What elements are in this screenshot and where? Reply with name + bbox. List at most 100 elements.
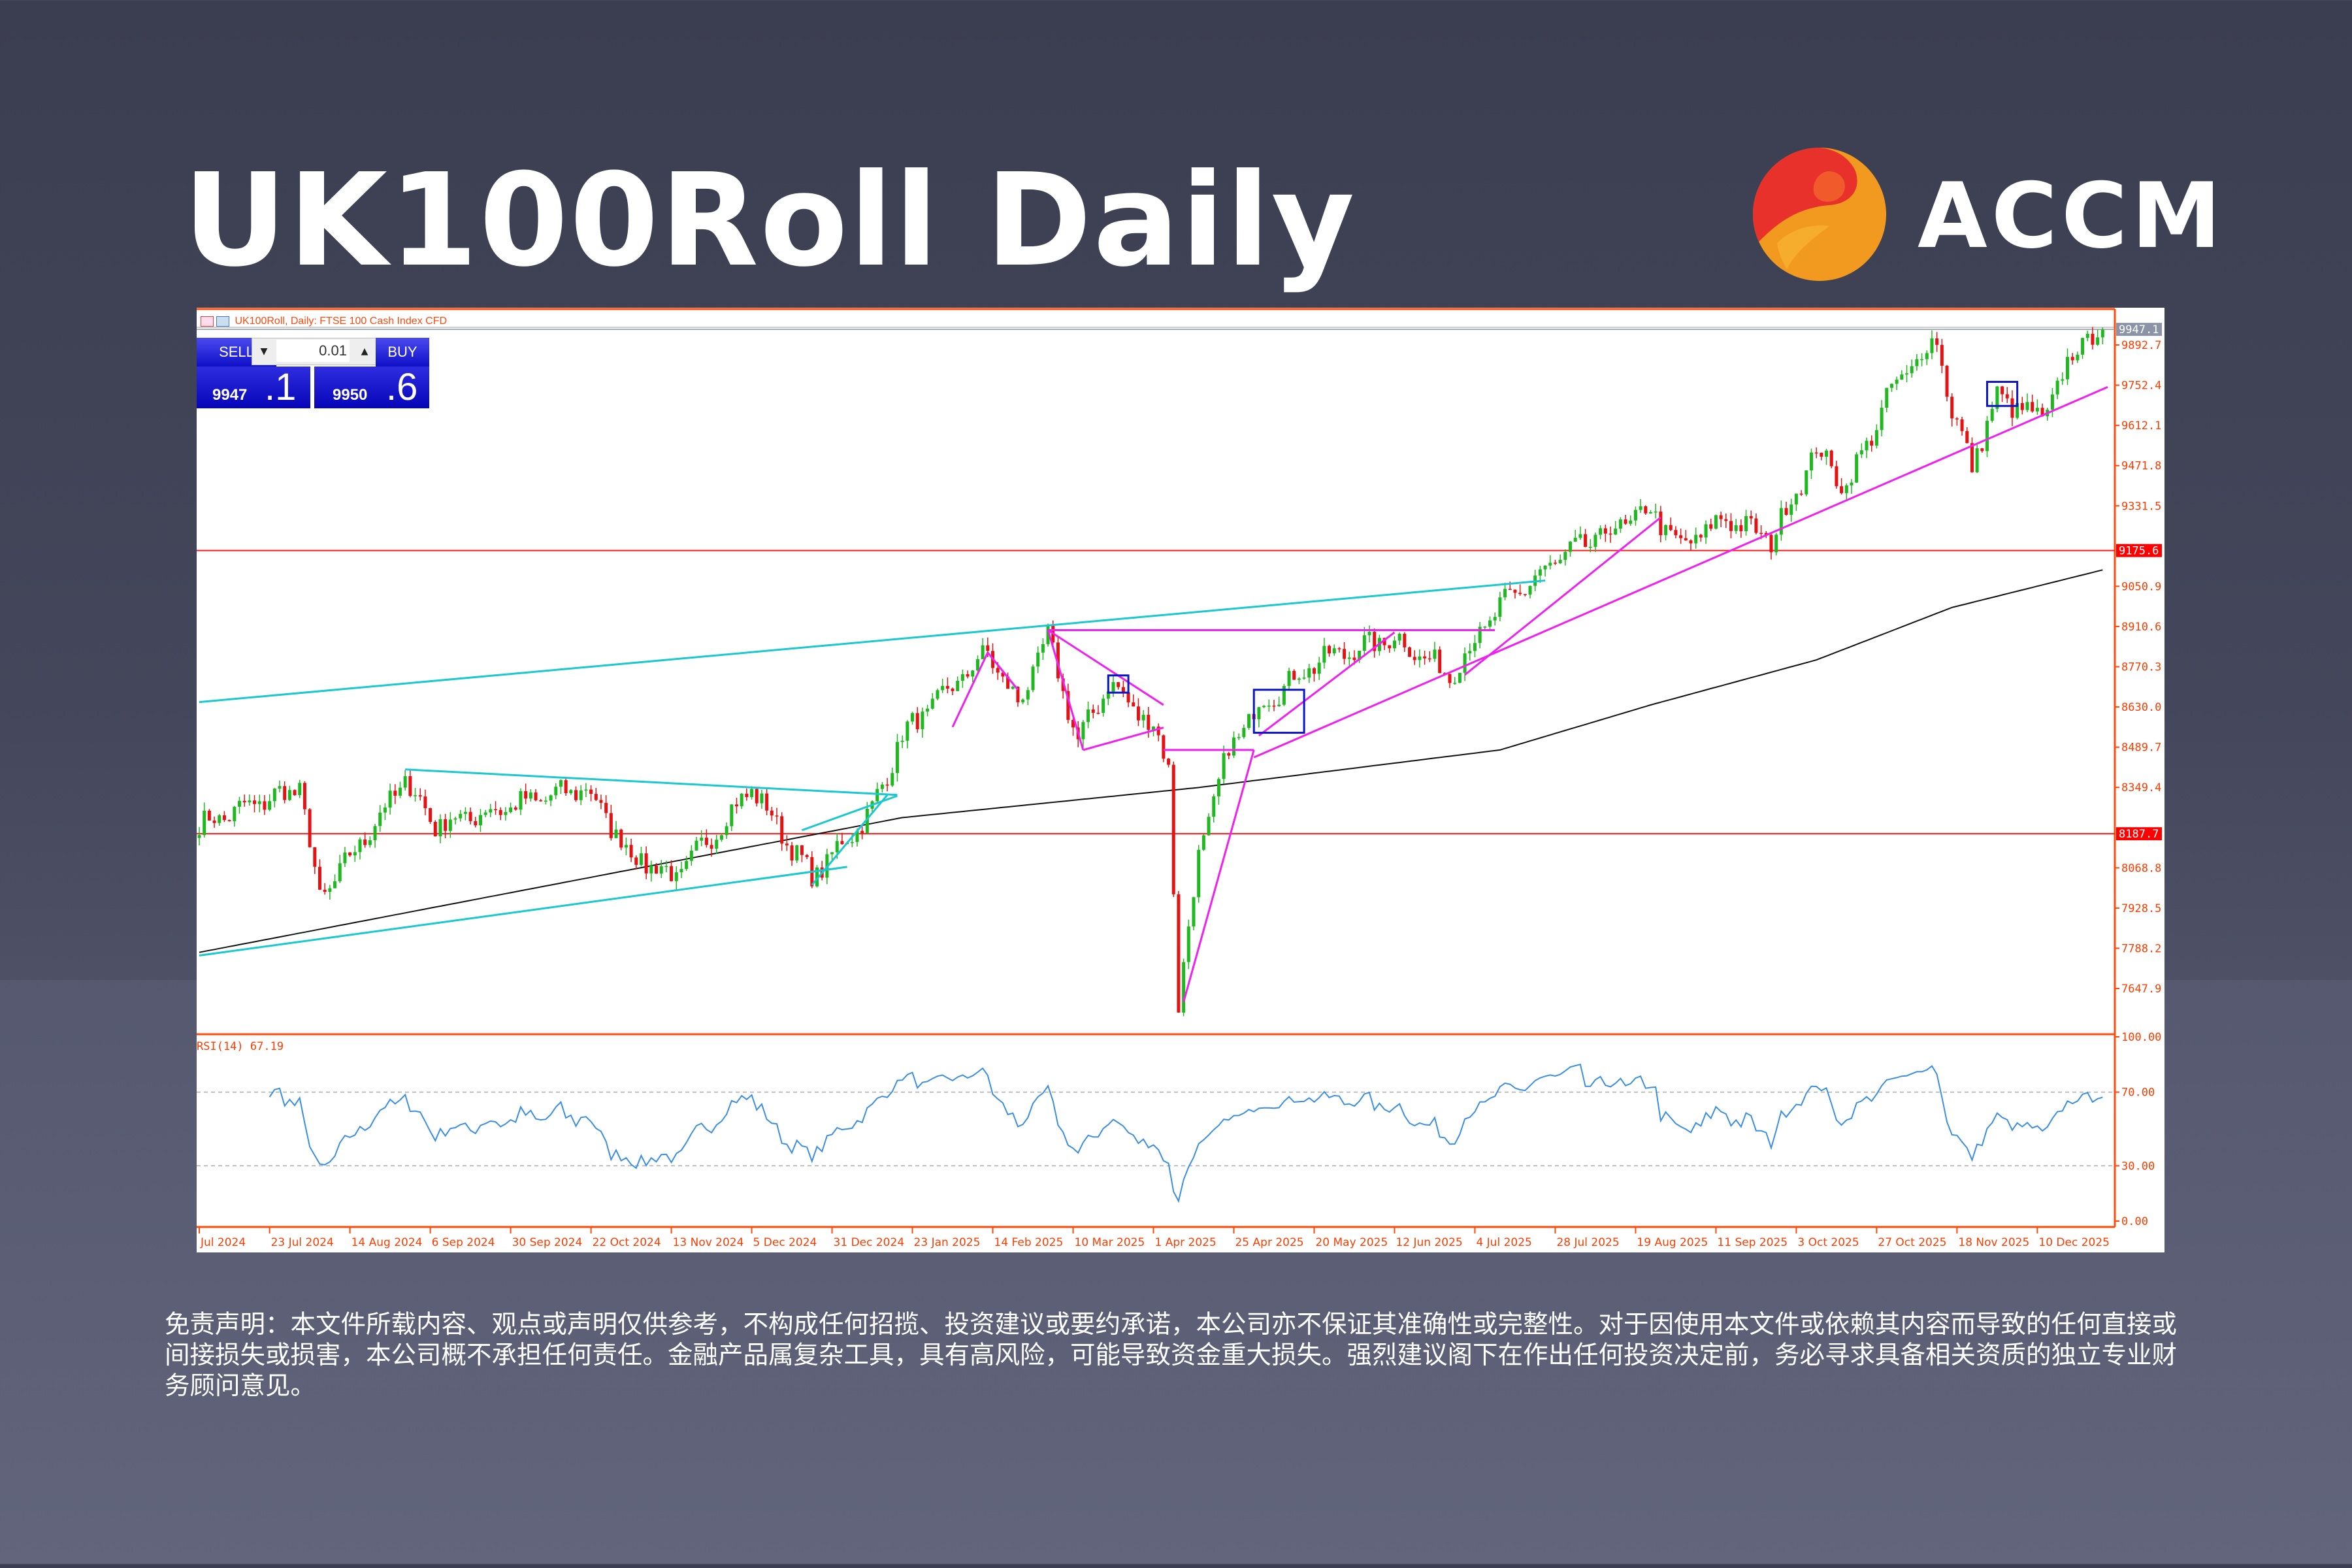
candle-body (1332, 648, 1336, 654)
candle-body (1820, 452, 1823, 457)
chart-caption-row: UK100Roll, Daily: FTSE 100 Cash Index CF… (201, 316, 447, 329)
candle-body (1186, 926, 1190, 962)
candle-body (1779, 508, 1783, 535)
candle-body (634, 857, 638, 865)
candle-body (1106, 691, 1110, 699)
candle-body (1397, 634, 1401, 641)
candle-body (1859, 450, 1863, 455)
candle-body (1809, 452, 1813, 471)
candle-body (1358, 650, 1362, 661)
candle-body (1759, 532, 1763, 534)
date-tick-label: 12 Jun 2025 (1396, 1236, 1462, 1249)
candle-body (1503, 589, 1507, 598)
lot-size-stepper[interactable]: ▼ 0.01 ▲ (252, 338, 377, 365)
candle-body (1865, 440, 1869, 451)
candle-body (1840, 486, 1844, 493)
candle-body (629, 845, 633, 858)
candle-body (1192, 897, 1196, 927)
price-chart[interactable]: 9175.68187.79947.19892.79752.49612.19471… (197, 308, 2164, 1252)
candle-body (1805, 470, 1808, 495)
candle-body (2001, 386, 2004, 395)
price-tick-label: 9752.4 (2121, 380, 2161, 393)
candle-body (2085, 333, 2089, 338)
candle-body (1689, 540, 1693, 544)
candle-body (227, 820, 231, 821)
level-price-tag (2116, 827, 2162, 841)
candle-body (478, 815, 482, 826)
candle-body (740, 793, 743, 807)
candle-body (2040, 408, 2044, 417)
candle-body (1829, 450, 1833, 466)
candle-body (1247, 713, 1251, 728)
bid-price-fraction: .1 (265, 366, 297, 408)
candle-body (1940, 344, 1944, 366)
candle-body (780, 816, 784, 844)
candle-body (1648, 512, 1652, 514)
rsi-label: RSI(14) 67.19 (197, 1040, 284, 1053)
candle-body (429, 808, 433, 822)
candle-body (860, 830, 864, 834)
magenta-trendline (1047, 629, 1164, 706)
candle-body (549, 795, 553, 801)
candle-body (2091, 333, 2095, 345)
candle-body (1282, 685, 1286, 705)
date-tick-label: 25 Apr 2025 (1235, 1236, 1303, 1249)
candle-body (1382, 638, 1386, 645)
candle-body (524, 791, 528, 799)
lot-size-input[interactable]: 0.01 (276, 340, 350, 362)
candle-body (1031, 666, 1035, 691)
bid-price-button[interactable]: 9947 .1 (197, 366, 310, 408)
candle-body (423, 796, 427, 808)
candle-body (519, 791, 523, 810)
candle-body (373, 826, 377, 841)
candle-body (248, 800, 252, 803)
increase-lot-icon[interactable]: ▲ (361, 346, 368, 357)
candle-body (483, 812, 487, 815)
candle-body (1136, 706, 1140, 721)
date-tick-label: 10 Mar 2025 (1075, 1236, 1145, 1249)
magenta-trendline (1183, 749, 1255, 1003)
candle-body (574, 790, 578, 800)
candle-body (283, 786, 287, 800)
pattern-box (1252, 689, 1305, 734)
decrease-lot-icon[interactable]: ▼ (260, 346, 268, 357)
candle-body (880, 784, 884, 789)
price-tick-label: 9471.8 (2121, 460, 2161, 473)
candle-body (1754, 518, 1758, 533)
candle-body (338, 863, 342, 881)
candle-body (1970, 443, 1974, 472)
candle-body (1950, 397, 1954, 419)
candle-body (1453, 683, 1457, 684)
candle-body (1538, 569, 1542, 576)
candle-body (2070, 357, 2074, 361)
candle-body (1563, 551, 1567, 561)
candle-body (1920, 359, 1924, 361)
candle-body (433, 821, 437, 837)
candle-body (1573, 538, 1577, 542)
page-title: UK100Roll Daily (183, 146, 1356, 295)
candle-body (1337, 648, 1341, 649)
candle-body (1488, 620, 1492, 627)
candle-body (1272, 706, 1276, 707)
candle-body (1388, 645, 1392, 649)
candle-body (1217, 779, 1220, 796)
candle-body (438, 819, 442, 837)
magenta-trendline (1253, 385, 2108, 759)
candle-body (1046, 625, 1050, 644)
price-tick-label: 8068.8 (2121, 862, 2161, 875)
price-tick-label: 8349.4 (2121, 781, 2161, 794)
candle-body (1684, 538, 1688, 541)
chart-panel[interactable]: 9175.6 8187.7 9947.1 9892.7 9752.4 9612.1 9471… (197, 308, 2164, 1252)
candle-body (971, 670, 975, 677)
ask-price-fraction: .6 (386, 366, 418, 408)
candle-body (855, 830, 859, 842)
candle-body (1392, 640, 1396, 649)
candle-body (1373, 632, 1377, 651)
buy-button[interactable]: BUY (376, 338, 429, 368)
candle-body (1126, 692, 1130, 703)
pattern-box (1107, 674, 1130, 694)
candle-body (599, 800, 603, 803)
price-tick-label: 8630.0 (2121, 701, 2161, 714)
candle-body (1498, 597, 1502, 617)
ask-price-button[interactable]: 9950 .6 (314, 366, 429, 408)
